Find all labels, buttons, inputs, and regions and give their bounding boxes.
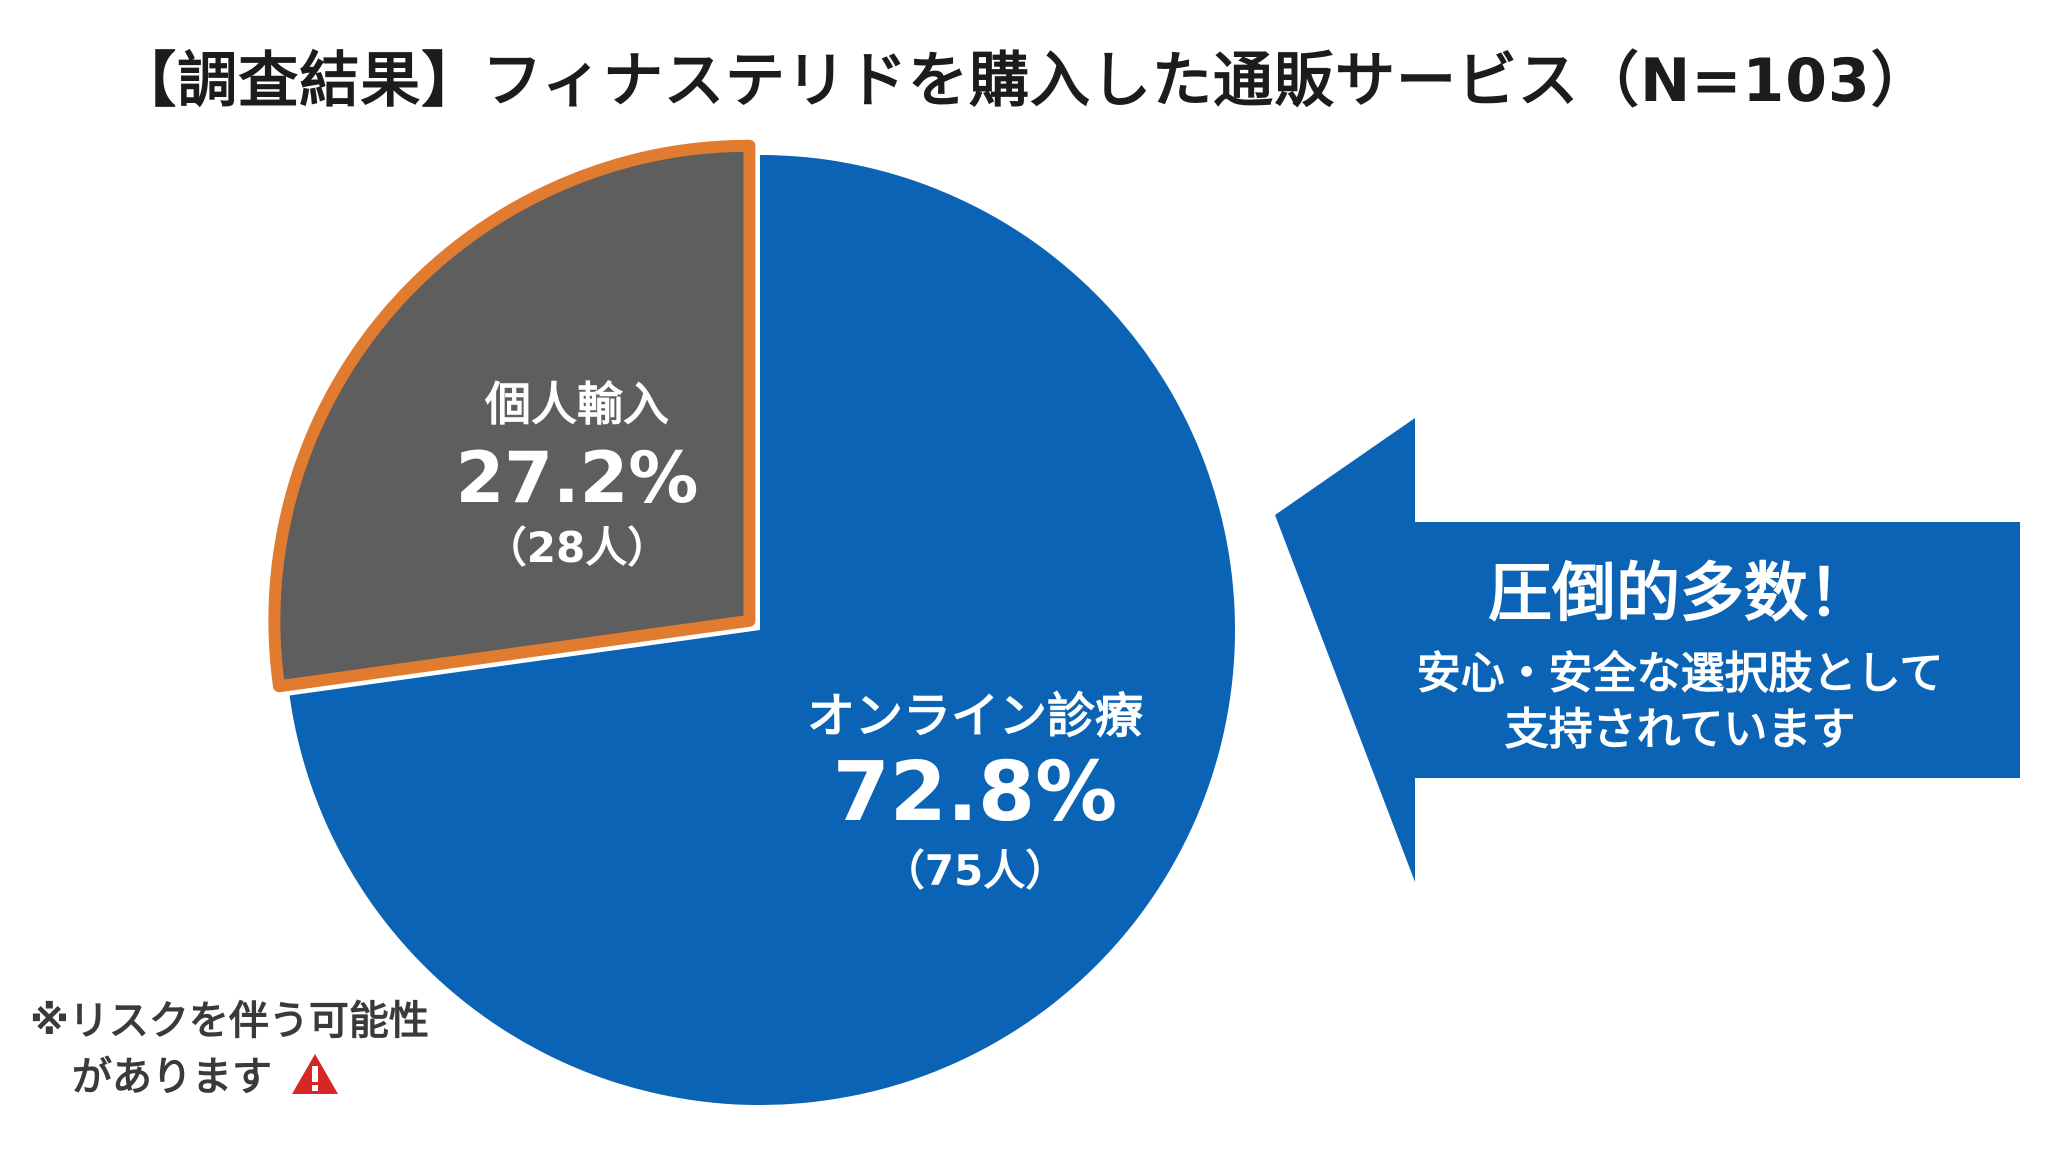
pie-slice-import	[268, 139, 756, 693]
slice-percent-import: 27.2%	[456, 437, 699, 519]
callout-line1: 安心・安全な選択肢として	[1417, 648, 1944, 699]
slice-label-online: オンライン診療	[807, 688, 1143, 744]
slice-percent-online: 72.8%	[833, 745, 1117, 840]
callout-line2: 支持されています	[1505, 704, 1856, 755]
risk-note-line2: があります	[72, 1054, 272, 1100]
callout-arrow	[1275, 418, 2020, 882]
chart-title: 【調査結果】フィナステリドを購入した通販サービス（N=103）	[116, 46, 1932, 116]
risk-note-line1: ※リスクを伴う可能性	[30, 998, 429, 1044]
callout-headline: 圧倒的多数！	[1488, 557, 1872, 631]
pie-slice-online	[289, 155, 1235, 1105]
slice-count-online: （75人）	[883, 846, 1067, 895]
warning-icon	[291, 1054, 338, 1094]
risk-note: ※リスクを伴う可能性 があります	[30, 993, 429, 1105]
slice-count-import: （28人）	[485, 523, 669, 572]
slice-label-import: 個人輸入	[484, 377, 669, 431]
